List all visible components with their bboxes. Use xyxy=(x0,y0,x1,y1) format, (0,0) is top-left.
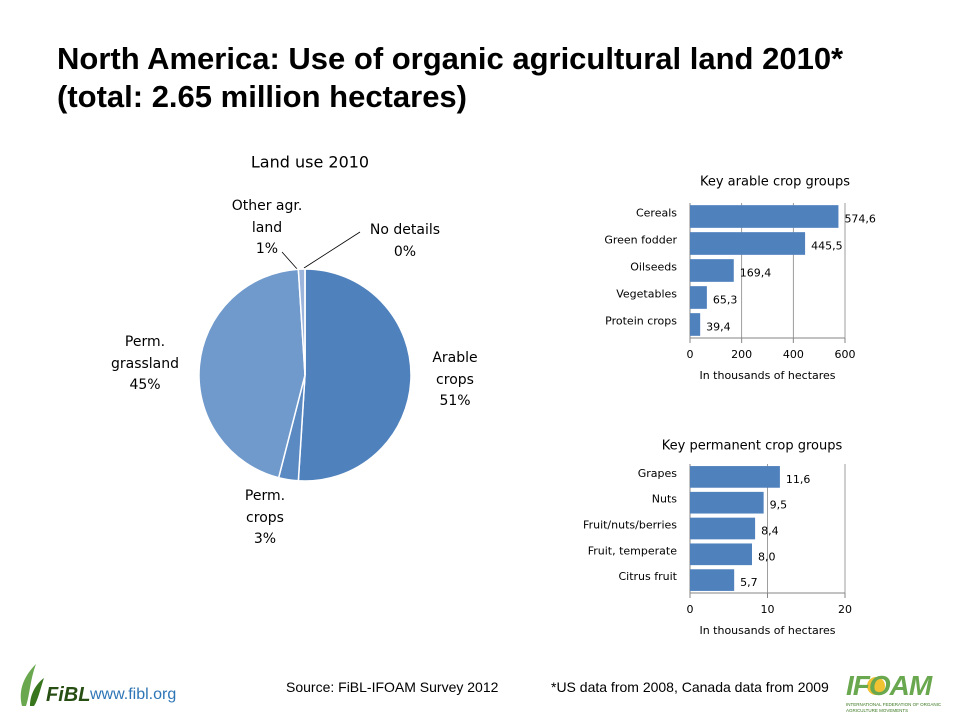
fibl-leaf xyxy=(20,664,36,706)
y-tick-label: Fruit, temperate xyxy=(588,544,678,557)
fibl-logo: FiBL xyxy=(46,684,91,706)
bar xyxy=(690,491,764,514)
bar xyxy=(690,543,752,566)
y-tick-label: Citrus fruit xyxy=(618,570,677,583)
y-tick-label: Fruit/nuts/berries xyxy=(583,519,677,532)
data-label: 11,6 xyxy=(786,473,811,486)
data-label: 445,5 xyxy=(811,240,843,253)
x-tick-label: 400 xyxy=(783,348,804,361)
leader-line xyxy=(281,251,299,271)
data-label: 8,4 xyxy=(761,525,779,538)
chart-title: Key arable crop groups xyxy=(700,175,850,190)
bar xyxy=(690,517,756,540)
pie-label-value: 51% xyxy=(439,393,471,410)
x-tick-label: 600 xyxy=(835,348,856,361)
fibl-url[interactable]: www.fibl.org xyxy=(90,686,177,703)
data-label: 574,6 xyxy=(844,213,876,226)
pie-label: No details 0% xyxy=(355,220,455,263)
bar xyxy=(690,466,780,488)
y-tick-label: Nuts xyxy=(652,493,678,506)
data-label: 5,7 xyxy=(740,576,758,589)
bar xyxy=(690,569,735,591)
data-label: 39,4 xyxy=(706,321,731,334)
pie-label-value: 3% xyxy=(253,531,277,548)
bar xyxy=(690,259,734,282)
y-tick-label: Vegetables xyxy=(616,288,677,301)
x-tick-label: 0 xyxy=(687,603,694,616)
y-tick-label: Cereals xyxy=(636,207,677,220)
x-tick-label: 20 xyxy=(838,603,852,616)
pie-label-name: Perm. grassland xyxy=(110,334,180,372)
pie-label: Other agr. land 1% xyxy=(222,196,312,261)
pie-label-name: Arable crops xyxy=(432,350,478,388)
bar xyxy=(690,205,839,228)
y-tick-label: Green fodder xyxy=(604,234,677,247)
pie-label-name: No details xyxy=(369,222,441,238)
ifoam-sun xyxy=(867,677,885,695)
bar xyxy=(690,286,707,309)
pie-label-value: 45% xyxy=(129,377,161,394)
x-axis-label: In thousands of hectares xyxy=(699,624,835,637)
fibl-leaf xyxy=(30,678,44,706)
y-tick-label: Protein crops xyxy=(605,315,677,328)
bar xyxy=(690,232,806,255)
data-label: 65,3 xyxy=(713,294,738,307)
ifoam-logo: IFOAM xyxy=(846,670,932,701)
slide-title: North America: Use of organic agricultur… xyxy=(57,41,844,114)
x-tick-label: 10 xyxy=(761,603,775,616)
pie-label: Perm. grassland 45% xyxy=(100,332,190,397)
data-label: 169,4 xyxy=(740,267,772,280)
pie-label-value: 0% xyxy=(393,243,417,260)
data-label: 8,0 xyxy=(758,550,776,563)
bar xyxy=(690,313,701,336)
chart-title: Key permanent crop groups xyxy=(662,439,843,454)
y-tick-label: Oilseeds xyxy=(630,261,677,274)
chart-title: Land use 2010 xyxy=(251,153,369,172)
pie-label-value: 1% xyxy=(255,241,279,258)
y-tick-label: Grapes xyxy=(638,467,678,480)
ifoam-subtitle: INTERNATIONAL FEDERATION OF ORGANIC AGRI… xyxy=(846,702,942,713)
pie-label: Perm. crops 3% xyxy=(230,486,300,551)
pie-slice xyxy=(198,268,306,479)
data-label: 9,5 xyxy=(770,499,788,512)
source-note: Source: FiBL-IFOAM Survey 2012 xyxy=(286,679,499,695)
x-tick-label: 0 xyxy=(687,348,694,361)
footnote: *US data from 2008, Canada data from 200… xyxy=(551,679,829,695)
pie-label-name: Other agr. land xyxy=(231,198,303,236)
pie-label-name: Perm. crops xyxy=(244,488,286,526)
x-axis-label: In thousands of hectares xyxy=(699,369,835,382)
leader-line xyxy=(303,231,361,269)
pie-slice xyxy=(297,268,412,482)
pie-label: Arable crops 51% xyxy=(420,348,490,413)
x-tick-label: 200 xyxy=(731,348,752,361)
